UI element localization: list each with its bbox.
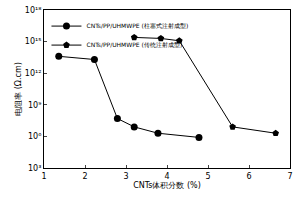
svg-text:10³: 10³ bbox=[28, 164, 41, 173]
svg-text:2: 2 bbox=[82, 172, 87, 181]
svg-text:10¹⁵: 10¹⁵ bbox=[25, 37, 42, 46]
svg-text:CNTs/PP/UHMWPE (柱塞式注射成型): CNTs/PP/UHMWPE (柱塞式注射成型) bbox=[86, 22, 188, 29]
svg-text:10⁹: 10⁹ bbox=[28, 101, 41, 110]
svg-text:电阻率 (Ω.cm): 电阻率 (Ω.cm) bbox=[14, 62, 23, 116]
svg-text:10¹⁸: 10¹⁸ bbox=[25, 6, 42, 15]
svg-text:1: 1 bbox=[41, 172, 46, 181]
svg-text:10⁶: 10⁶ bbox=[28, 132, 41, 141]
svg-text:4: 4 bbox=[164, 172, 169, 181]
svg-text:10¹²: 10¹² bbox=[25, 69, 42, 78]
svg-text:6: 6 bbox=[246, 172, 251, 181]
svg-text:3: 3 bbox=[123, 172, 128, 181]
svg-text:5: 5 bbox=[205, 172, 210, 181]
svg-text:7: 7 bbox=[287, 172, 292, 181]
svg-text:CNTs体积分数 (%): CNTs体积分数 (%) bbox=[133, 181, 201, 190]
svg-text:CNTs/PP/UHMWPE (传统注射成型): CNTs/PP/UHMWPE (传统注射成型) bbox=[86, 41, 182, 48]
